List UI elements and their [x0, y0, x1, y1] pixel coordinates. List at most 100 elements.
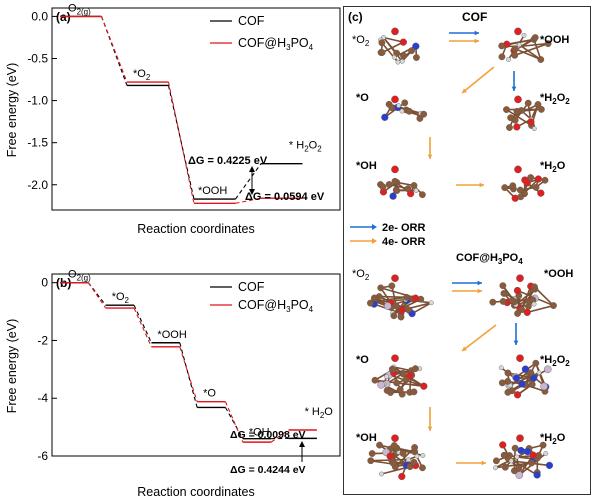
connector — [133, 304, 152, 343]
atom — [412, 42, 420, 50]
atom — [516, 186, 524, 194]
atom — [414, 453, 420, 459]
atom — [529, 451, 537, 459]
adsorbate-o — [514, 95, 522, 104]
atom — [504, 369, 512, 377]
adsorbate-o — [391, 95, 399, 104]
bond — [533, 39, 542, 60]
atom — [550, 302, 557, 309]
atom — [531, 126, 537, 132]
bond — [411, 302, 432, 315]
atom — [532, 359, 540, 367]
panel-a-arrowhead-up — [249, 166, 255, 172]
atom — [367, 299, 374, 307]
connector — [224, 401, 244, 443]
panel-b-annotations: ΔG = 0.0098 eV ΔG = 0.4244 eV — [230, 429, 306, 476]
atom — [506, 124, 513, 131]
y-tick-label: -6 — [37, 449, 48, 463]
legend-cof-label: COF — [238, 14, 265, 28]
atom — [531, 301, 537, 307]
atom — [420, 382, 428, 390]
atom — [393, 187, 401, 194]
atom — [416, 115, 424, 122]
panel-a-arrowhead-down — [249, 189, 255, 195]
atom — [388, 104, 396, 112]
atom — [509, 182, 517, 190]
atom — [512, 374, 521, 382]
panel-b-frame — [51, 273, 341, 457]
atom — [392, 302, 400, 310]
bond — [507, 372, 534, 379]
legend-4e-arrowhead — [372, 238, 377, 244]
path-arrowhead — [481, 460, 486, 466]
bond — [517, 42, 549, 48]
atom — [403, 293, 411, 301]
atom — [528, 459, 535, 467]
path-arrow — [461, 324, 497, 352]
cof-species-ooh: *OOH — [540, 34, 569, 46]
panel-b-ylabel: Free energy (eV) — [5, 319, 19, 413]
atom — [511, 51, 519, 59]
atom — [545, 461, 554, 470]
atom — [516, 42, 522, 48]
path-arrowhead — [474, 30, 479, 36]
atom — [397, 313, 405, 321]
atom — [532, 183, 540, 191]
legend-2e-label: 2e- ORR — [382, 222, 425, 234]
panel-b-legend: COF COF@H3PO4 — [210, 280, 314, 314]
atom — [514, 454, 520, 460]
panel-a-dg-red: ΔG = 0.0594 eV — [245, 191, 325, 203]
bond — [515, 288, 536, 306]
atom — [378, 49, 386, 56]
atom — [411, 444, 419, 451]
h3po4-species-h2o2: *H2O2 — [540, 354, 570, 368]
atom — [377, 381, 385, 389]
atom — [531, 34, 539, 41]
atom — [523, 308, 531, 316]
atom — [413, 54, 420, 61]
state-label: *O2 — [112, 291, 130, 305]
panel-c-cof-h3po4-title: COF@H3PO4 — [456, 252, 523, 266]
connector — [87, 282, 107, 306]
molecule-structures — [367, 27, 557, 481]
atom — [501, 184, 509, 192]
atom — [385, 181, 393, 188]
y-tick-label: -1.5 — [27, 136, 48, 150]
y-tick-label: -4 — [37, 391, 48, 405]
state-label: *OOH — [198, 185, 227, 197]
connector — [101, 16, 128, 83]
atom — [389, 192, 397, 200]
atom — [530, 374, 538, 382]
atom — [390, 442, 398, 449]
state-label: *O — [203, 388, 216, 400]
atom — [410, 388, 418, 396]
atom — [418, 191, 426, 199]
atom — [503, 106, 510, 113]
atom — [536, 370, 542, 376]
path-arrowhead — [511, 86, 517, 91]
adsorbate-o — [391, 165, 399, 174]
atom — [511, 116, 519, 124]
path-arrowhead — [474, 38, 479, 44]
atom — [521, 365, 530, 373]
cof-species-o: *O — [356, 92, 369, 104]
cof-species-oh: *OH — [356, 160, 377, 172]
atom — [511, 45, 519, 53]
atom — [508, 458, 514, 464]
cof-species-o2: *O2 — [352, 34, 370, 48]
atom — [498, 42, 506, 50]
panel-c: (c) COF *O2 *OOH *O *H2O2 *OH *H2O 2e- O… — [343, 6, 591, 495]
atom — [513, 123, 521, 131]
panel-b-dg-black: ΔG = 0.0098 eV — [230, 429, 306, 441]
atom — [401, 99, 409, 107]
bond — [514, 42, 549, 57]
atom — [388, 282, 396, 290]
atom — [513, 391, 522, 399]
panel-b-arrowhead-up — [299, 441, 305, 447]
panel-a: (a) 0.0-0.5-1.0-1.5-2.0 O2(g)*O2*OOH* H2… — [5, 2, 341, 236]
atom — [399, 449, 407, 457]
atom — [517, 193, 525, 201]
atom — [408, 47, 415, 55]
atom — [395, 59, 401, 65]
